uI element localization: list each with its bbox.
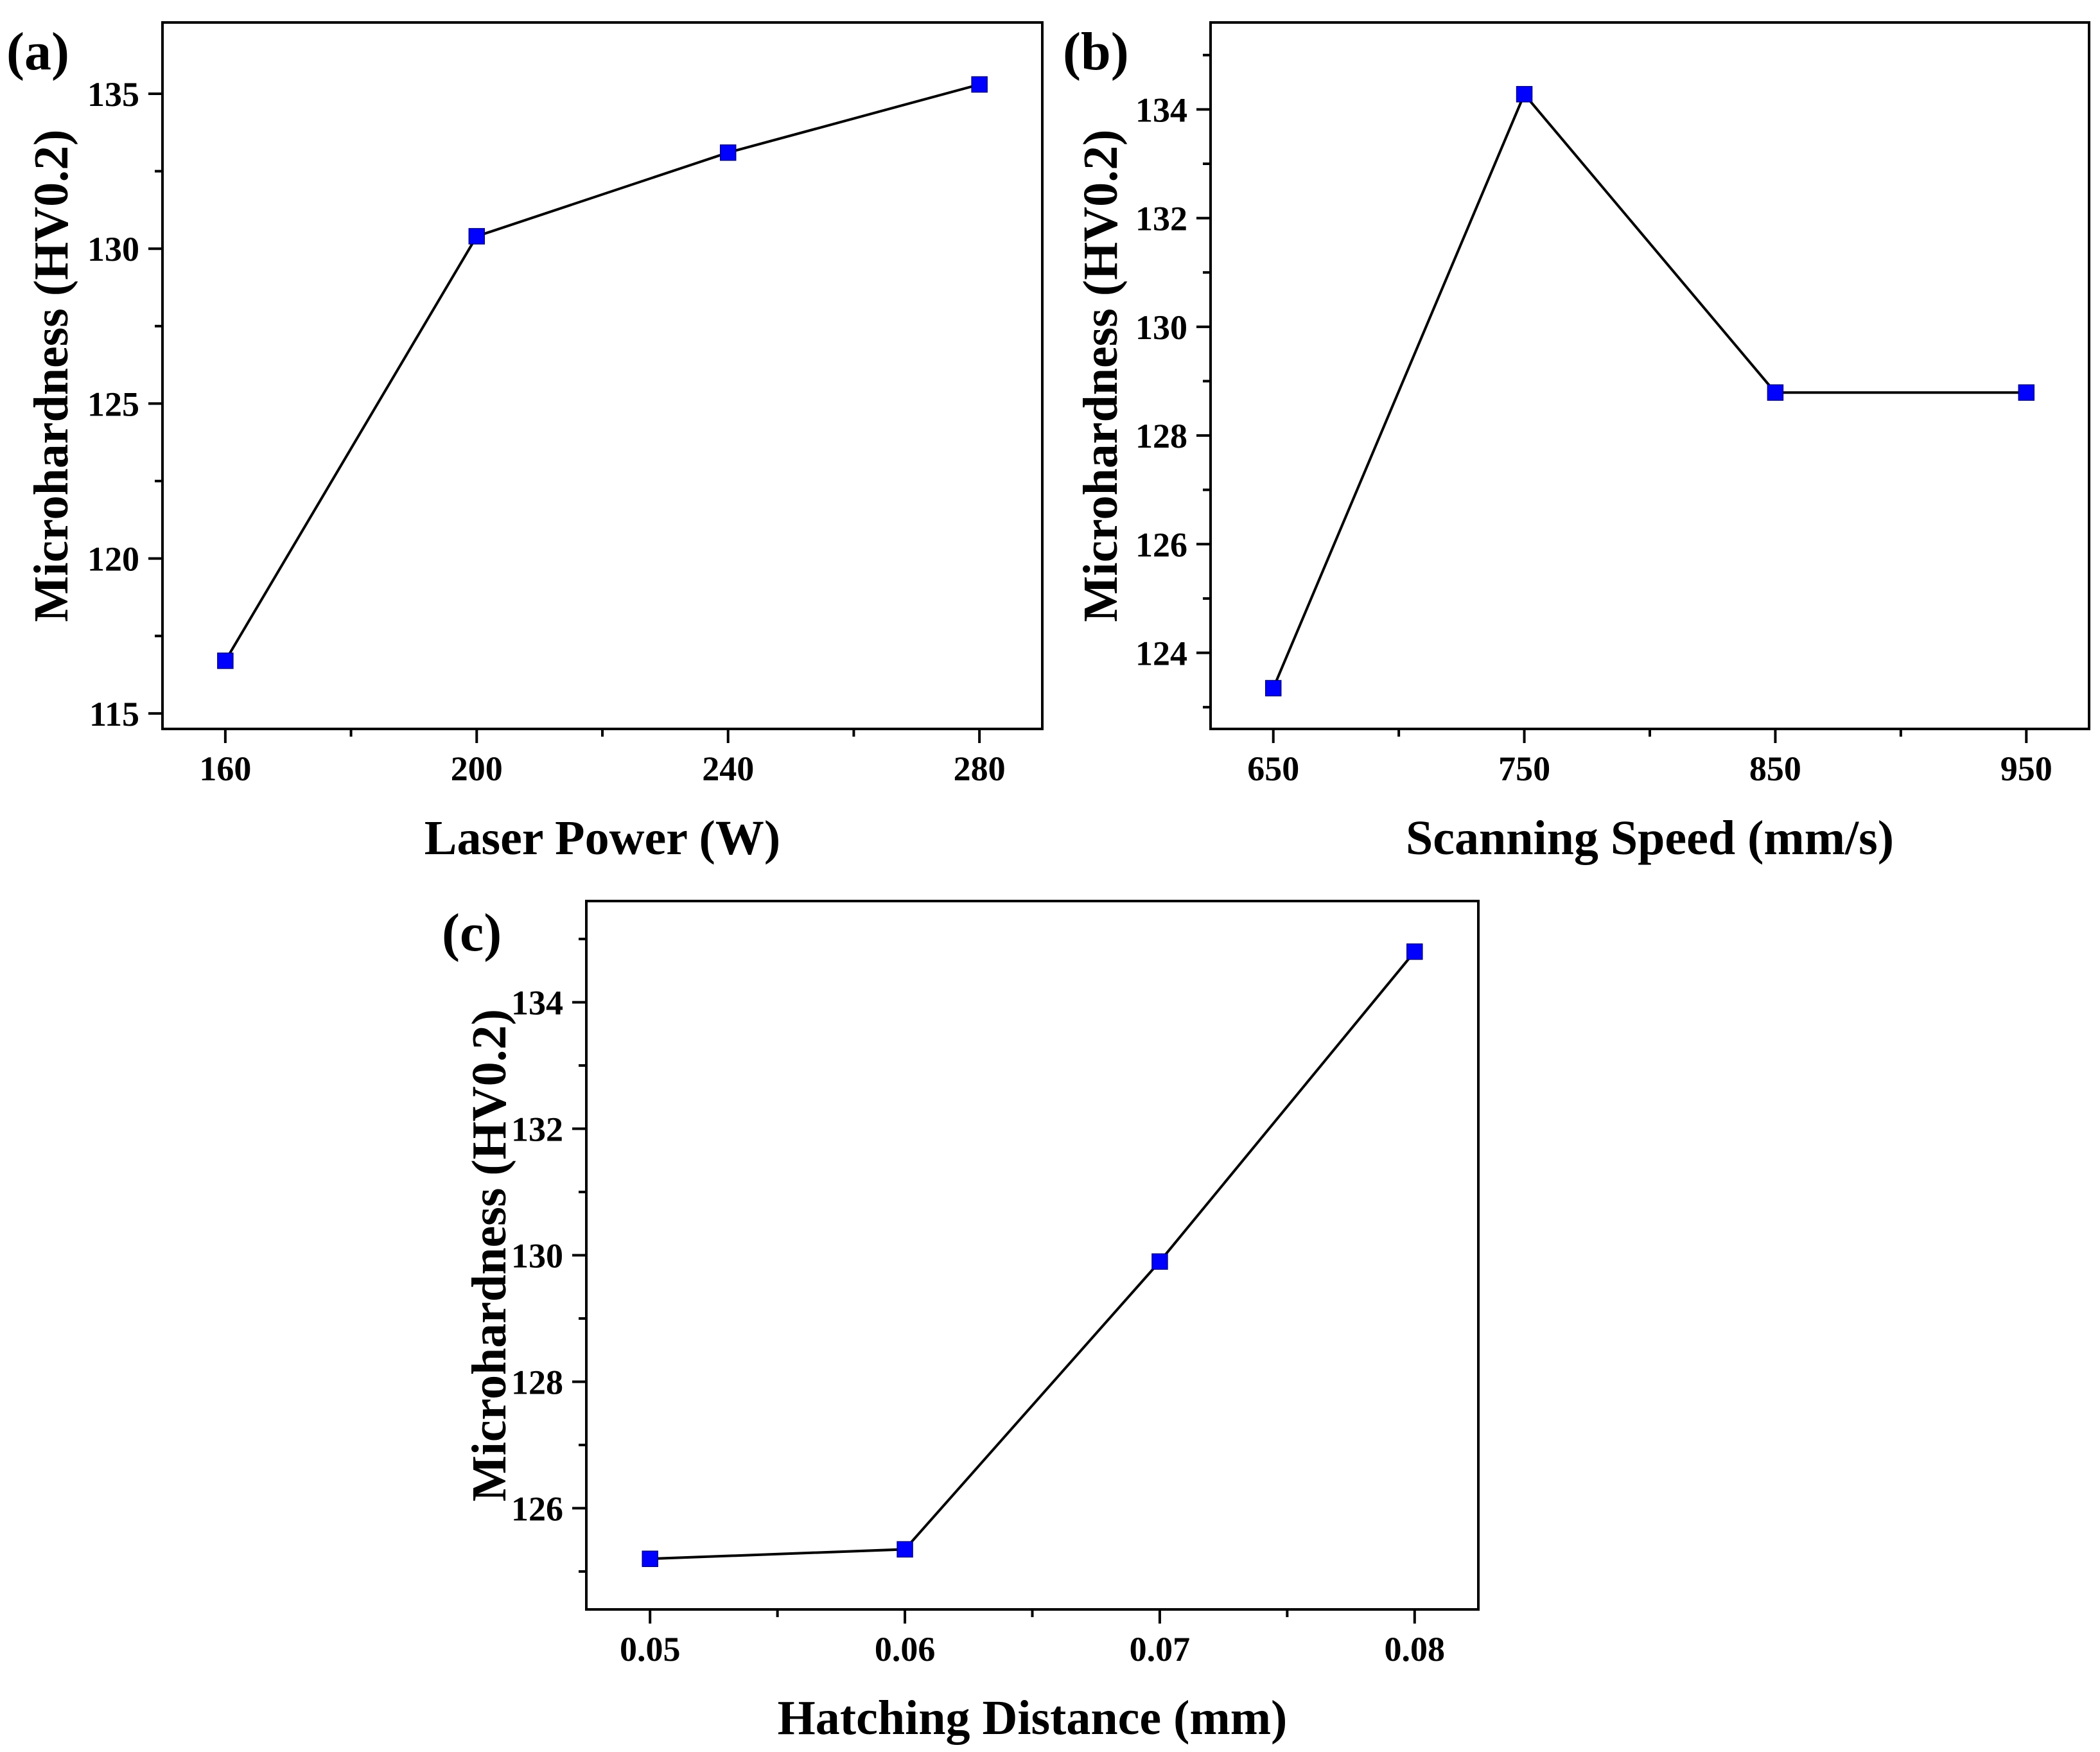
chart-a-x-tick-label: 160	[199, 749, 251, 788]
chart-b-y-tick-label: 124	[1135, 635, 1187, 673]
chart-a-data-point	[217, 653, 234, 669]
chart-c-x-tick-label: 0.08	[1385, 1630, 1446, 1669]
chart-b-x-tick-label: 950	[2000, 749, 2052, 788]
chart-a-plot-frame	[161, 21, 1044, 730]
chart-b-data-point	[2018, 384, 2035, 401]
chart-c-plot-frame	[585, 900, 1480, 1611]
chart-a-data-point	[971, 76, 988, 93]
chart-c-y-tick-label: 130	[511, 1237, 563, 1275]
chart-a-data-point	[468, 228, 486, 245]
chart-b-series-line	[1272, 91, 2027, 689]
chart-c-data-point	[1151, 1253, 1168, 1270]
chart-c-data-point	[897, 1541, 913, 1558]
chart-a-series-line	[224, 83, 980, 661]
chart-a-y-tick-label: 115	[89, 695, 139, 733]
chart-b-panel-label: (b)	[1063, 22, 1129, 82]
chart-c-y-axis-label: Microhardness (HV0.2)	[462, 1009, 516, 1502]
chart-b-data-point	[1516, 85, 1533, 103]
chart-c-y-tick-label: 134	[511, 984, 563, 1022]
chart-a-y-tick-label: 130	[87, 230, 139, 268]
chart-c-x-tick-label: 0.05	[620, 1630, 681, 1669]
chart-a-y-tick-label: 135	[87, 75, 139, 114]
chart-c-data-point	[1406, 943, 1423, 960]
chart-b-y-tick-label: 126	[1135, 525, 1187, 564]
chart-b-y-tick-label: 132	[1135, 200, 1187, 238]
chart-b-data-point	[1767, 384, 1784, 401]
chart-b-x-tick-label: 850	[1749, 749, 1801, 788]
chart-b-y-tick-label: 134	[1135, 91, 1187, 129]
chart-a-y-tick-label: 125	[87, 385, 139, 423]
chart-panel-c: 0.05 0.06 0.07 0.08 126 128 130 132 134 Hatching …	[442, 900, 1480, 1745]
chart-a-x-tick-label: 200	[451, 749, 503, 788]
chart-b-x-axis-label: Scanning Speed (mm/s)	[1406, 811, 1894, 865]
chart-c-y-tick-label: 128	[511, 1363, 563, 1401]
chart-a-x-axis-label: Laser Power (W)	[424, 811, 780, 865]
chart-c-y-tick-label: 126	[511, 1489, 563, 1528]
chart-a-y-axis-label: Microhardness (HV0.2)	[24, 130, 78, 622]
chart-b-x-tick-label: 750	[1498, 749, 1550, 788]
chart-a-x-tick-label: 240	[702, 749, 754, 788]
chart-a-x-tick-label: 280	[954, 749, 1006, 788]
chart-c-x-tick-label: 0.07	[1130, 1630, 1191, 1669]
chart-b-plot-frame	[1209, 21, 2090, 730]
chart-b-y-tick-label: 130	[1135, 308, 1187, 347]
chart-c-panel-label: (c)	[442, 903, 502, 963]
chart-c-x-axis-label: Hatching Distance (mm)	[778, 1691, 1288, 1745]
chart-c-x-tick-label: 0.06	[875, 1630, 936, 1669]
chart-panel-a: 160 200 240 280 115 120 125 130 135 Laser Power (…	[6, 21, 1044, 865]
chart-c-y-tick-label: 132	[511, 1110, 563, 1149]
chart-b-data-point	[1264, 679, 1282, 697]
chart-panel-b: 650 750 850 950 124 126 128 130 132 134 Scanning S…	[1063, 21, 2090, 865]
chart-c-data-point	[642, 1550, 658, 1567]
chart-b-x-tick-label: 650	[1247, 749, 1299, 788]
chart-a-y-tick-label: 120	[87, 540, 139, 579]
chart-b-y-axis-label: Microhardness (HV0.2)	[1074, 130, 1128, 622]
chart-b-y-tick-label: 128	[1135, 417, 1187, 455]
chart-a-data-point	[719, 144, 737, 161]
chart-c-series-line	[650, 950, 1416, 1561]
chart-a-panel-label: (a)	[6, 22, 69, 82]
